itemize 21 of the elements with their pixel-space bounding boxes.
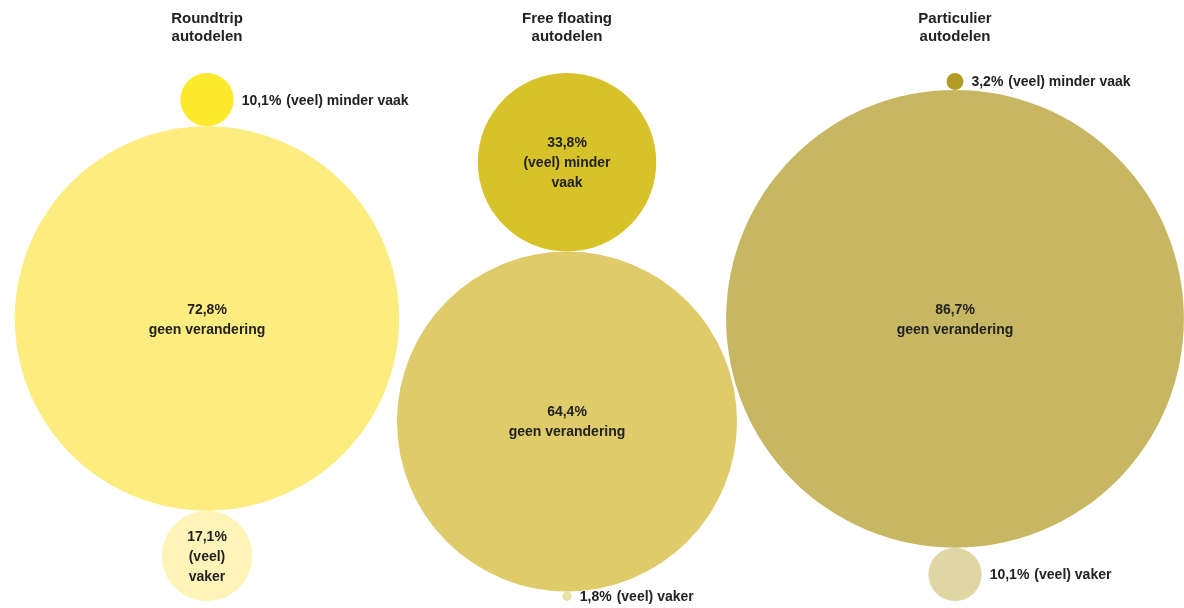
text: Free floating autodelen [521, 9, 613, 44]
category-label: (veel) minder vaak [523, 154, 612, 191]
text: Roundtrip autodelen [171, 9, 243, 44]
data-label: 1,8% [579, 588, 613, 605]
data-label: 33,8% [547, 134, 588, 151]
data-label: 86,7% [935, 300, 976, 317]
category-label: (veel) minder vaak [1008, 73, 1131, 90]
category-label: geen verandering [508, 423, 626, 440]
category-label: geen verandering [896, 320, 1014, 337]
category-label: (veel) vaker [188, 547, 226, 584]
data-label: 17,1% [187, 527, 228, 544]
data-label: 64,4% [547, 403, 588, 420]
category-label: (veel) vaker [616, 588, 695, 605]
data-label: 72,8% [187, 300, 228, 317]
category-label: geen verandering [148, 320, 266, 337]
data-label: 3,2% [971, 73, 1004, 90]
category-label: (veel) minder vaak [286, 91, 409, 108]
data-label: 10,1% [241, 91, 282, 108]
text: Particulier autodelen [918, 9, 992, 44]
data-label: 10,1% [989, 566, 1030, 583]
category-label: (veel) vaker [1034, 566, 1112, 583]
